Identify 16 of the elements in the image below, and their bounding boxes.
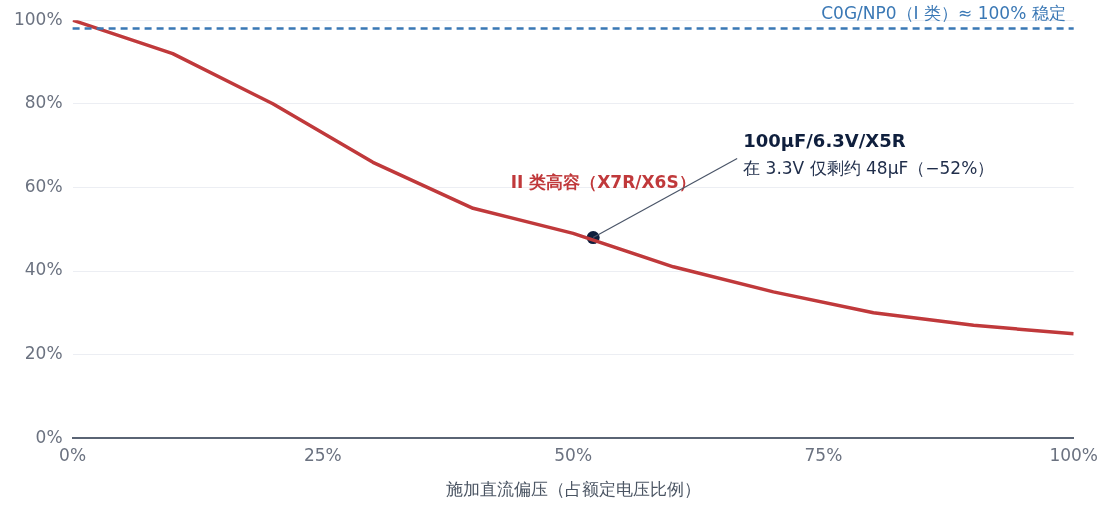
- x-tick-label: 25%: [303, 444, 342, 465]
- x-axis-title: 施加直流偏压（占额定电压比例）: [445, 479, 701, 500]
- ref-line-label: C0G/NP0（I 类）≈ 100% 稳定: [821, 3, 1066, 24]
- y-tick-label: 80%: [24, 92, 63, 113]
- x-tick-label: 50%: [554, 444, 593, 465]
- y-tick-label: 0%: [35, 426, 63, 447]
- y-tick-label: 100%: [13, 8, 63, 29]
- series-label: II 类高容（X7R/X6S）: [510, 171, 696, 192]
- y-tick-label: 20%: [24, 343, 63, 364]
- x-tick-label: 75%: [804, 444, 843, 465]
- y-tick-label: 40%: [24, 259, 63, 280]
- x-tick-label: 100%: [1049, 444, 1098, 465]
- x-tick-label: 0%: [59, 444, 87, 465]
- y-tick-label: 60%: [24, 175, 63, 196]
- annotation: 在 3.3V 仅剩约 48µF（−52%）: [743, 157, 995, 178]
- annotation: 100µF/6.3V/X5R: [743, 130, 906, 152]
